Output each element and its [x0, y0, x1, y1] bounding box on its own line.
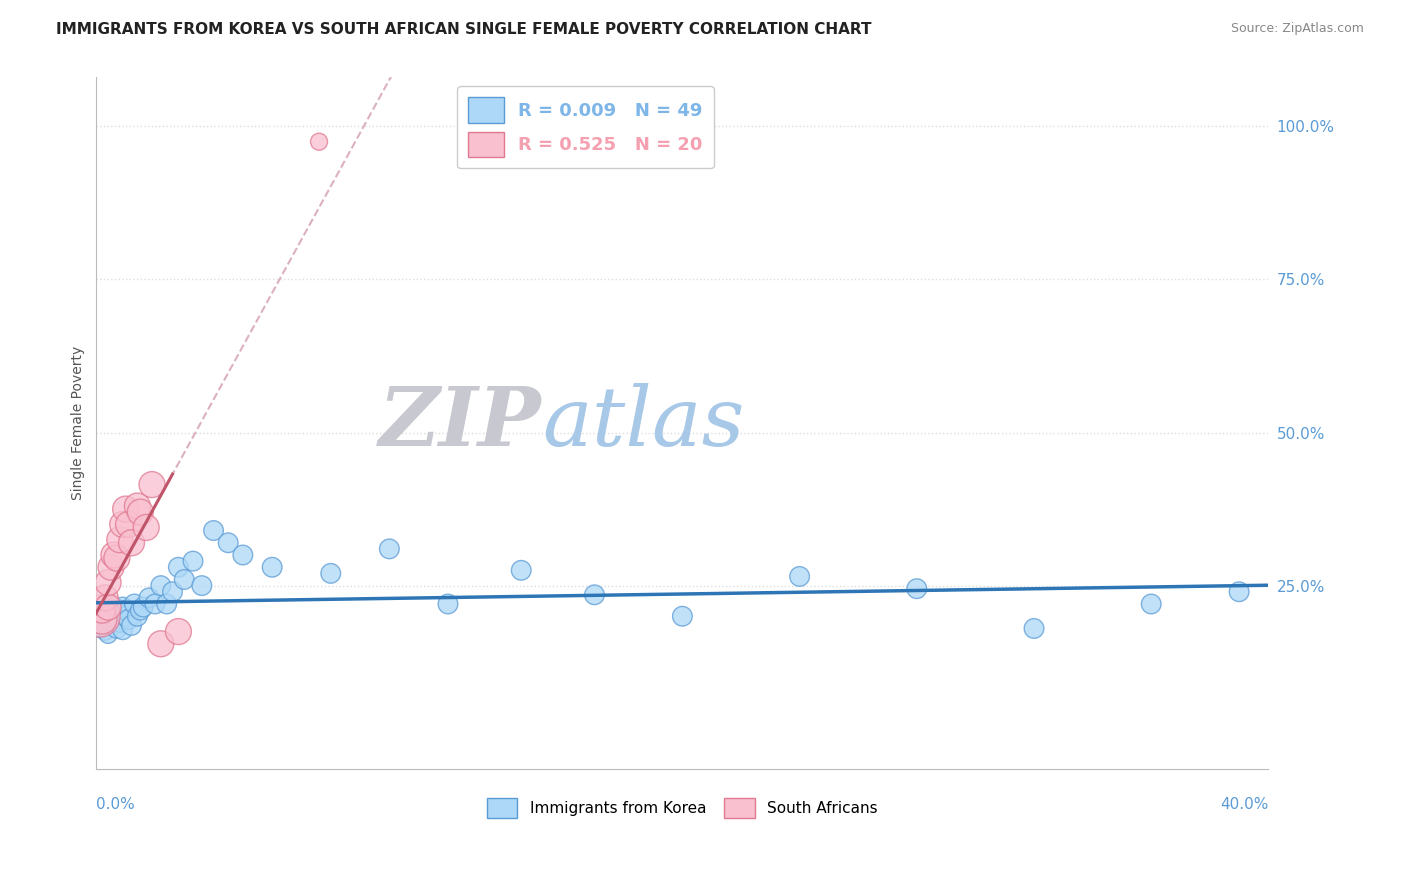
Point: [167, 560, 190, 574]
Point: [103, 600, 125, 615]
Point: [91, 603, 114, 617]
Point: [319, 566, 342, 581]
Point: [117, 612, 139, 626]
Text: IMMIGRANTS FROM KOREA VS SOUTH AFRICAN SINGLE FEMALE POVERTY CORRELATION CHART: IMMIGRANTS FROM KOREA VS SOUTH AFRICAN S…: [56, 22, 872, 37]
Point: [262, 560, 284, 574]
Point: [108, 615, 131, 630]
Point: [117, 517, 139, 532]
Point: [91, 618, 114, 632]
Point: [97, 609, 120, 624]
Point: [111, 517, 134, 532]
Point: [121, 618, 143, 632]
Point: [108, 612, 131, 626]
Point: [232, 548, 254, 562]
Point: [114, 502, 136, 516]
Point: [510, 563, 533, 577]
Point: [127, 499, 149, 513]
Point: [162, 584, 184, 599]
Text: Source: ZipAtlas.com: Source: ZipAtlas.com: [1230, 22, 1364, 36]
Point: [1140, 597, 1163, 611]
Point: [97, 627, 120, 641]
Point: [100, 606, 122, 620]
Point: [138, 591, 160, 605]
Text: ZIP: ZIP: [380, 384, 541, 463]
Point: [97, 575, 120, 590]
Point: [217, 535, 239, 549]
Point: [105, 551, 128, 566]
Point: [173, 573, 195, 587]
Text: 40.0%: 40.0%: [1220, 797, 1268, 812]
Point: [671, 609, 693, 624]
Point: [191, 579, 214, 593]
Point: [108, 533, 131, 547]
Point: [94, 624, 117, 639]
Point: [181, 554, 204, 568]
Point: [103, 609, 125, 624]
Point: [167, 624, 190, 639]
Point: [121, 535, 143, 549]
Text: 0.0%: 0.0%: [97, 797, 135, 812]
Point: [111, 600, 134, 615]
Point: [132, 600, 155, 615]
Point: [156, 597, 179, 611]
Point: [789, 569, 811, 583]
Point: [94, 606, 117, 620]
Point: [124, 597, 146, 611]
Point: [89, 612, 111, 626]
Point: [149, 637, 172, 651]
Point: [97, 600, 120, 615]
Point: [89, 609, 111, 624]
Y-axis label: Single Female Poverty: Single Female Poverty: [72, 346, 86, 500]
Point: [103, 548, 125, 562]
Point: [105, 603, 128, 617]
Point: [100, 560, 122, 574]
Point: [111, 623, 134, 637]
Text: atlas: atlas: [541, 384, 744, 463]
Point: [127, 609, 149, 624]
Point: [135, 520, 157, 534]
Point: [141, 477, 163, 491]
Point: [91, 612, 114, 626]
Point: [105, 622, 128, 636]
Point: [91, 603, 114, 617]
Point: [583, 588, 606, 602]
Point: [202, 524, 225, 538]
Point: [149, 579, 172, 593]
Point: [1227, 584, 1250, 599]
Point: [143, 597, 166, 611]
Point: [114, 603, 136, 617]
Point: [129, 603, 152, 617]
Point: [308, 135, 330, 149]
Legend: Immigrants from Korea, South Africans: Immigrants from Korea, South Africans: [481, 792, 884, 824]
Point: [129, 505, 152, 519]
Point: [378, 541, 401, 556]
Point: [437, 597, 460, 611]
Point: [114, 609, 136, 624]
Point: [905, 582, 928, 596]
Point: [94, 591, 117, 605]
Point: [100, 615, 122, 630]
Point: [1022, 622, 1045, 636]
